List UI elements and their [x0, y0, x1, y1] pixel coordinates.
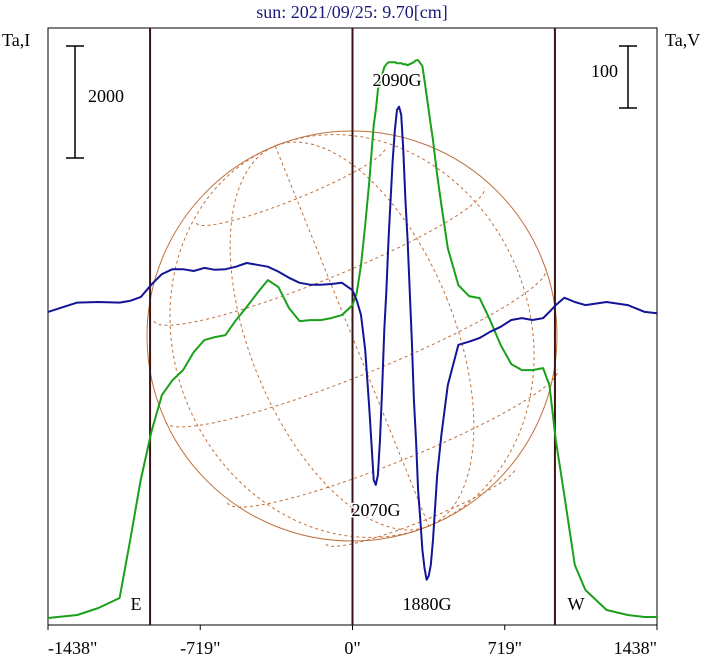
- x-tick-label: -719": [180, 638, 220, 658]
- parallel: [153, 187, 485, 326]
- chart-title: sun: 2021/09/25: 9.70[cm]: [256, 2, 448, 22]
- scale-bar-label: 100: [591, 61, 618, 81]
- annotation: W: [568, 594, 585, 614]
- annotation: 2070G: [352, 500, 401, 520]
- data-line: [47, 59, 657, 619]
- parallel: [325, 467, 516, 547]
- scale-bar-label: 2000: [88, 86, 124, 106]
- x-tick-label: 1438": [614, 638, 657, 658]
- annotation: 2090G: [373, 70, 422, 90]
- x-tick-label: 719": [488, 638, 522, 658]
- x-tick-label: -1438": [48, 638, 97, 658]
- annotation: E: [131, 594, 142, 614]
- parallel: [195, 146, 387, 227]
- y-axis-label: Ta,I: [2, 30, 30, 50]
- annotation: 1880G: [403, 594, 452, 614]
- data-line: [47, 105, 658, 581]
- x-tick-label: 0": [344, 638, 360, 658]
- y2-axis-label: Ta,V: [665, 30, 700, 50]
- parallel: [226, 369, 559, 508]
